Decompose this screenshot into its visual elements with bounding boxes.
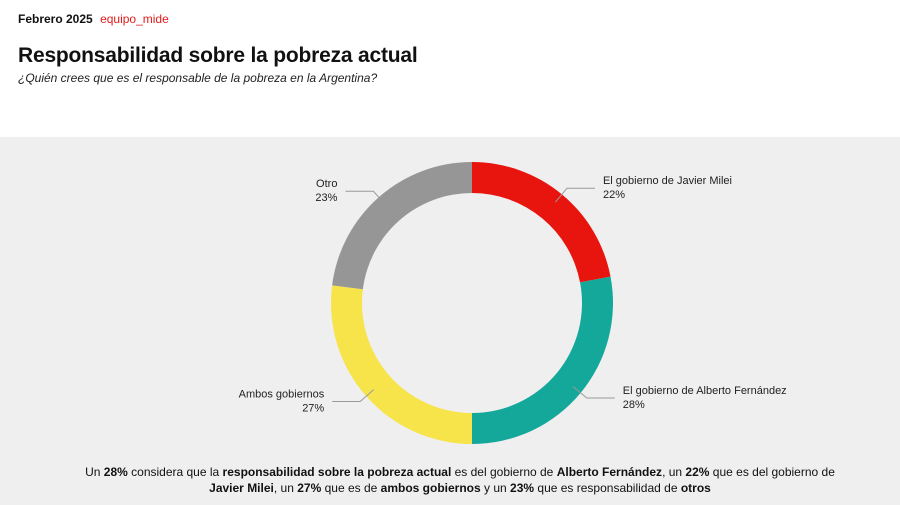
summary-bold: 28% (103, 465, 128, 479)
summary-bold: otros (680, 481, 711, 495)
summary-bold: Javier Milei (209, 481, 274, 495)
summary-part: que es de (321, 481, 381, 495)
summary-bold: ambos gobiernos (380, 481, 481, 495)
donut-slice (472, 162, 611, 283)
summary-bold: responsabilidad sobre la pobreza actual (222, 465, 452, 479)
summary-part: y un (480, 481, 511, 495)
summary-part: , un (273, 481, 298, 495)
slice-value: 27% (302, 403, 324, 415)
leader-line (572, 386, 615, 399)
slice-label: Ambos gobiernos (239, 389, 325, 401)
summary-bold: Alberto Fernández (556, 465, 663, 479)
slice-value: 22% (603, 189, 625, 201)
donut-slice (472, 276, 613, 444)
chart-title: Responsabilidad sobre la pobreza actual (18, 44, 418, 67)
brand-name: equipo_mide (100, 12, 169, 26)
summary-text: Un 28% considera que la responsabilidad … (60, 464, 860, 496)
slice-label: El gobierno de Javier Milei (603, 175, 732, 187)
slice-value: 28% (623, 399, 645, 411)
chart-subtitle: ¿Quién crees que es el responsable de la… (18, 71, 378, 85)
leader-line (332, 389, 375, 403)
summary-part: es del gobierno de (451, 465, 557, 479)
summary-bold: 23% (510, 481, 535, 495)
slice-label: Otro (316, 178, 337, 190)
summary-bold: 22% (685, 465, 710, 479)
slice-value: 23% (315, 192, 337, 204)
slice-label: El gobierno de Alberto Fernández (623, 385, 787, 397)
summary-part: , un (662, 465, 686, 479)
donut-slice (332, 162, 472, 290)
summary-part: considera que la (127, 465, 223, 479)
summary-part: que es del gobierno de (709, 465, 835, 479)
summary-part: Un (85, 465, 104, 479)
header-line: Febrero 2025 equipo_mide (18, 12, 169, 26)
leader-line (345, 190, 386, 206)
donut-chart: El gobierno de Javier Milei 22% El gobiern… (239, 162, 787, 444)
summary-part: que es responsabilidad de (534, 481, 681, 495)
chart-panel: El gobierno de Javier Milei 22% El gobiern… (0, 137, 900, 505)
summary-bold: 27% (297, 481, 322, 495)
report-date: Febrero 2025 (18, 12, 93, 26)
leader-line (555, 187, 595, 203)
donut-slice (330, 285, 472, 444)
